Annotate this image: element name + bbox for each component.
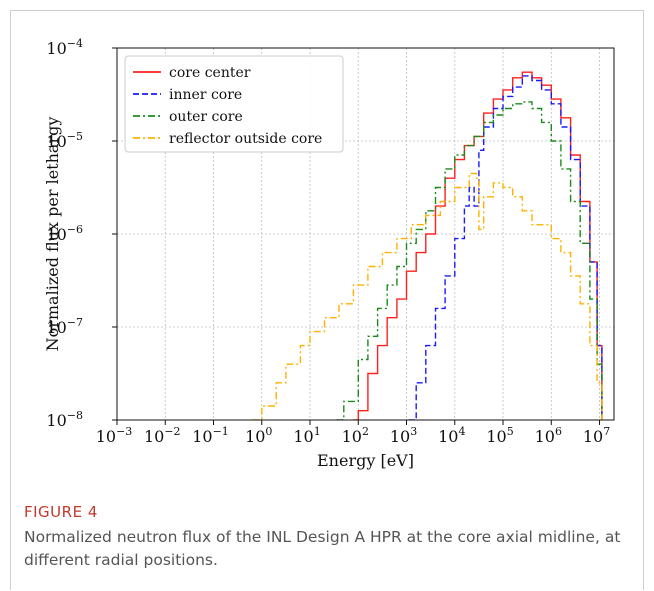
figure-frame-top (10, 10, 644, 11)
y-tick-label: 10−8 (46, 409, 83, 430)
x-tick-label: 10−3 (96, 425, 133, 446)
series-line-0 (353, 71, 603, 420)
series-line-2 (336, 101, 603, 420)
chart-series (252, 71, 603, 420)
chart-ticks: 10−3 10−2 10−1 100 101 102 103 104 105 106 107 10−8… (46, 37, 610, 446)
legend-label: outer core (169, 109, 243, 125)
legend-label: core center (169, 65, 251, 81)
legend-label: inner core (169, 87, 242, 103)
y-tick-label: 10−4 (46, 37, 83, 58)
series-line-1 (408, 75, 603, 420)
x-tick-label: 101 (293, 425, 320, 446)
x-tick-label: 10−1 (192, 425, 229, 446)
x-axis-label: Energy [eV] (317, 451, 414, 470)
x-tick-label: 104 (438, 425, 465, 446)
chart-legend: core center inner core outer core reflector… (124, 55, 344, 153)
figure-caption: Normalized neutron flux of the INL Desig… (24, 528, 621, 569)
x-tick-label: 100 (245, 425, 272, 446)
figure-label: FIGURE 4 (24, 503, 98, 521)
x-tick-label: 103 (390, 425, 417, 446)
figure-frame-left (10, 10, 11, 590)
x-tick-label: 10−2 (144, 425, 181, 446)
y-axis-label: Normalized flux per lethargy (43, 117, 62, 352)
legend-label: reflector outside core (169, 131, 322, 147)
x-tick-label: 107 (583, 425, 610, 446)
x-tick-label: 105 (486, 425, 513, 446)
x-tick-label: 102 (342, 425, 369, 446)
legend-box (124, 55, 344, 153)
figure-frame-right (643, 10, 644, 590)
series-line-3 (252, 172, 603, 420)
flux-chart: 10−3 10−2 10−1 100 101 102 103 104 105 106 107 10−8… (43, 37, 615, 470)
x-tick-label: 106 (535, 425, 562, 446)
